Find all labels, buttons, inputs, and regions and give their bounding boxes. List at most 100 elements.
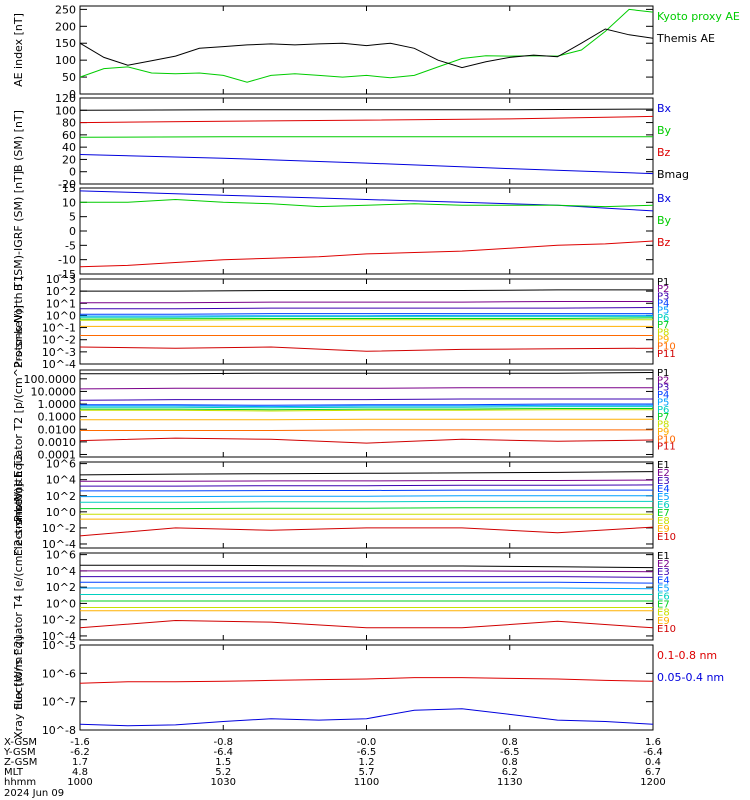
legend-label: P9 [657, 427, 669, 438]
series-line-e2 [80, 479, 654, 482]
legend-label: P2 [657, 375, 669, 386]
ephemeris-value: 5.2 [215, 767, 231, 778]
legend-label: By [657, 214, 672, 227]
series-line-by [80, 198, 654, 208]
y-tick-label: 10^-1 [42, 322, 76, 335]
series-line-kyoto-proxy-ae [79, 8, 654, 83]
y-tick-label: -20 [58, 178, 76, 191]
ephemeris-row-label: X-GSM [4, 737, 37, 748]
date-label: 2024 Jun 09 [4, 788, 64, 799]
y-tick-label: 0.0001 [38, 448, 77, 461]
y-tick-label: 10^-8 [42, 724, 76, 737]
y-tick-label: 10^4 [46, 565, 76, 578]
series-line-e1 [79, 471, 654, 476]
ephemeris-value: 4.8 [72, 767, 88, 778]
y-tick-label: 10^0 [46, 506, 76, 519]
panel-frame [79, 369, 654, 458]
legend-label: E4 [657, 575, 670, 586]
ephemeris-value: 6.7 [645, 767, 661, 778]
series-line-p1 [80, 289, 653, 292]
y-axis-label: Electrons North T3 [12, 454, 25, 556]
y-tick-label: 60 [62, 129, 76, 142]
y-tick-label: 10^-2 [42, 334, 76, 347]
panel-6: 10^-4 10^-2 10^0 10^2 10^4 10^6 Electrons Nort… [12, 454, 676, 556]
y-tick-label: 10^-2 [42, 614, 76, 627]
series-line-p8 [80, 409, 653, 412]
series-line-p2 [80, 301, 653, 304]
y-tick-label: 10.0000 [31, 385, 77, 398]
y-axis-label: Xray flux [W/m^2] [12, 636, 25, 739]
panel-frame [79, 97, 654, 185]
ephemeris-value: 0.8 [502, 737, 518, 748]
series-line-e4 [80, 489, 653, 492]
legend-label: P10 [657, 434, 676, 445]
series-line-0-1-0-8-nm [79, 677, 654, 684]
y-tick-label: 1.0000 [38, 398, 77, 411]
legend-label: E3 [657, 476, 670, 487]
y-tick-label: 10^0 [46, 597, 76, 610]
ephemeris-value: -6.4 [643, 747, 663, 758]
legend-label: Bz [657, 146, 671, 159]
legend-label: P2 [657, 284, 669, 295]
y-tick-label: 0.1000 [38, 411, 77, 424]
y-tick-label: 5 [69, 211, 76, 224]
ephemeris-value: 1100 [354, 777, 379, 788]
series-line-bmag [79, 108, 654, 111]
legend-label: P11 [657, 442, 676, 453]
series-line-p3 [80, 307, 654, 310]
legend-label: E2 [657, 559, 670, 570]
legend-label: E5 [657, 583, 670, 594]
y-tick-label: 10^-6 [42, 667, 76, 680]
legend-label: P8 [657, 420, 669, 431]
series-line-p7 [79, 317, 654, 320]
series-line-p11 [79, 437, 654, 444]
y-axis-label: B (SM)-IGRF (SM) [nT] [12, 171, 25, 291]
legend-label: P6 [657, 405, 669, 416]
y-tick-label: 20 [62, 153, 76, 166]
y-tick-label: 40 [62, 141, 76, 154]
series-line-p2 [79, 387, 653, 390]
ephemeris-value: 1.6 [645, 737, 661, 748]
series-line-bx [79, 154, 654, 175]
series-line-0-05-0-4-nm [79, 708, 654, 727]
ephemeris-value: 1.7 [72, 757, 88, 768]
legend-label: E1 [657, 460, 670, 471]
legend-label: E9 [657, 524, 670, 535]
series-line-e5 [80, 587, 654, 590]
y-tick-label: 0.0010 [38, 436, 77, 449]
series-line-e3 [80, 484, 654, 487]
ephemeris-value: -0.0 [357, 737, 377, 748]
y-tick-label: -15 [58, 268, 76, 281]
legend-label: P3 [657, 291, 669, 302]
y-tick-label: 10^6 [46, 458, 76, 471]
legend-label: E5 [657, 492, 670, 503]
legend-label: P1 [657, 277, 669, 288]
legend-label: E8 [657, 516, 670, 527]
legend-label: P9 [657, 334, 669, 345]
legend-label: E1 [657, 551, 670, 562]
legend-label: E4 [657, 484, 670, 495]
legend-label: P8 [657, 327, 669, 338]
legend-label: P11 [657, 349, 676, 360]
y-tick-label: 10^-4 [42, 630, 76, 643]
panel-frame [79, 461, 654, 549]
panel-frame [79, 644, 654, 731]
legend-label: E2 [657, 468, 670, 479]
y-tick-label: 10^-4 [42, 538, 76, 551]
y-tick-label: 10^1 [46, 297, 76, 310]
legend-label: P10 [657, 342, 676, 353]
ephemeris-value: 6.2 [502, 767, 518, 778]
legend-label: P3 [657, 383, 669, 394]
series-line-p11 [79, 346, 654, 352]
y-tick-label: 10^-5 [42, 639, 76, 652]
series-line-e5 [80, 495, 653, 498]
series-line-by [79, 136, 653, 138]
series-line-p7 [80, 408, 653, 411]
legend-label: Bx [657, 102, 672, 115]
ephemeris-value: -6.4 [213, 747, 233, 758]
series-line-bz [79, 240, 654, 268]
legend-label: P4 [657, 390, 669, 401]
legend-label: E10 [657, 624, 676, 635]
